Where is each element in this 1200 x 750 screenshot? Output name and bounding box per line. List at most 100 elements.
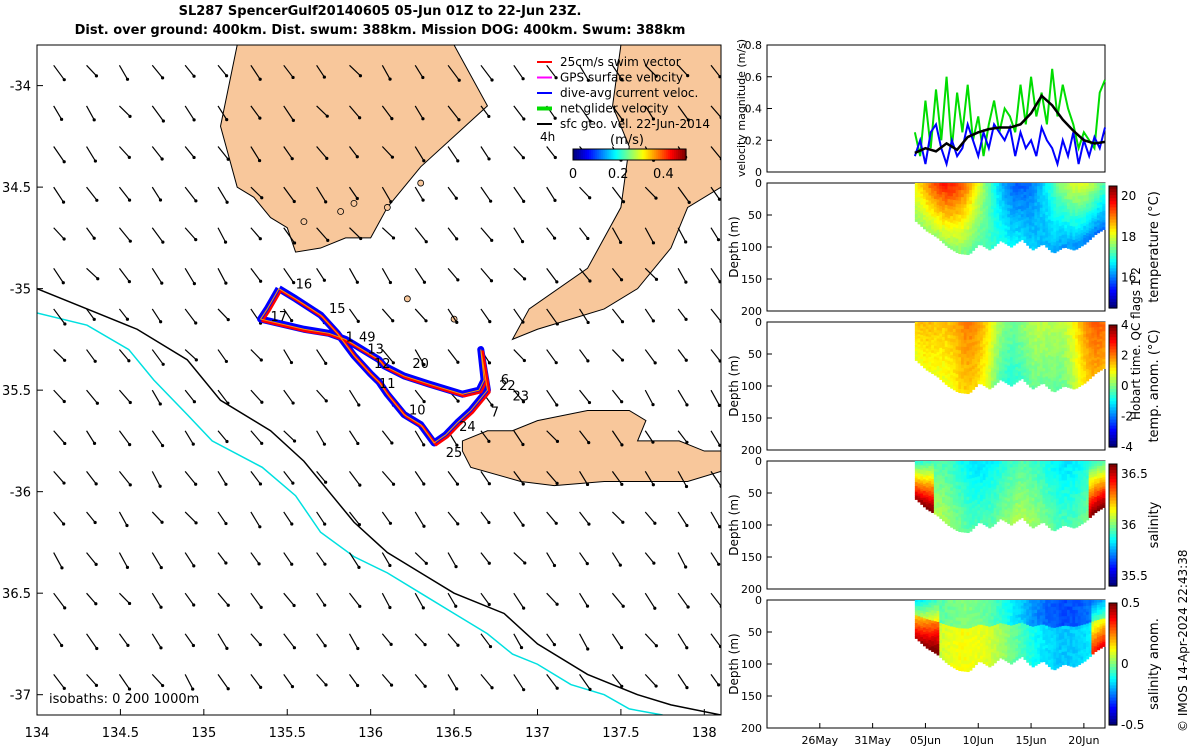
temp_anom-cell [1072, 368, 1076, 373]
temp_anom-cell [1096, 322, 1101, 325]
temp_anom-cell [1099, 334, 1103, 337]
temp_anom-colorbar-cell [1109, 401, 1117, 405]
temperature-cell [955, 224, 959, 229]
temperature-cell [977, 198, 981, 203]
temperature-cell [1034, 241, 1038, 246]
temp_anom-cell [977, 355, 981, 360]
temperature-cell [1047, 206, 1052, 211]
temperature-cell [914, 215, 919, 219]
day-label: 16 [296, 278, 313, 293]
salinity-cell [1034, 474, 1038, 478]
sfc-arrow [480, 308, 491, 322]
temperature-cell [1069, 225, 1073, 230]
temperature-colorbar-cell [1109, 286, 1117, 291]
temperature-cell [1096, 187, 1101, 191]
salinity-cell [1012, 492, 1016, 496]
temp_anom-cell [1018, 345, 1022, 349]
salinity-cell [933, 476, 938, 481]
temp_anom-cell [1099, 329, 1103, 333]
temp_anom-cell [931, 322, 935, 326]
temperature-cell [1009, 205, 1014, 210]
temperature-cell [988, 186, 992, 191]
temperature-cell [920, 204, 924, 208]
temperature-cell [1026, 229, 1030, 234]
salinity-cell [914, 491, 919, 495]
temperature-colorbar-cell [1109, 265, 1117, 269]
salinity-cell [947, 483, 951, 488]
salinity-cell [999, 463, 1003, 468]
temperature-cell [939, 185, 943, 190]
temperature-cell [985, 238, 989, 243]
temp_anom-cell [1075, 348, 1079, 353]
temp_anom-cell [1066, 331, 1071, 336]
sfc-arrow-head [125, 317, 130, 321]
temperature-cell [1050, 227, 1054, 232]
temp_anom-cell [1001, 330, 1006, 335]
temperature-cell [1045, 208, 1049, 213]
temperature-cell [1102, 185, 1106, 189]
temperature-cell [939, 231, 943, 236]
salinity-cell [971, 508, 976, 512]
sfc-arrow [283, 552, 293, 565]
temp_anom-cell [1094, 329, 1098, 333]
temp_anom-cell [920, 363, 924, 366]
temperature-cell [966, 250, 970, 256]
temp_anom-cell [1007, 322, 1011, 326]
temp_anom-cell [1031, 358, 1035, 363]
temp_anom-cell [917, 356, 921, 360]
salinity-cell [1077, 461, 1082, 465]
temperature-cell [914, 217, 919, 220]
sfc-arrow [283, 64, 294, 78]
temperature-colorbar-cell [1109, 198, 1117, 202]
temp_anom-cell [985, 335, 989, 339]
sfc-arrow-head [390, 117, 394, 121]
salinity-cell [1066, 500, 1071, 504]
temp_anom-cell [990, 374, 995, 378]
temperature-cell [993, 195, 997, 200]
temp_anom-cell [1023, 351, 1027, 356]
island-4 [383, 204, 391, 211]
temperature-cell [933, 212, 938, 216]
temp_anom-cell [1026, 343, 1030, 348]
sfc-arrow [86, 673, 97, 686]
temperature-cell [1083, 222, 1087, 227]
temp_anom-cell [1020, 344, 1025, 348]
salinity-cell [1039, 473, 1044, 477]
temp_anom-cell [950, 341, 954, 346]
temperature-cell [1083, 207, 1087, 212]
temp_anom-cell [1012, 337, 1016, 342]
salinity-cell [1034, 496, 1038, 501]
temperature-cell [952, 199, 957, 204]
sfc-arrow-head [620, 684, 624, 688]
temp_anom-cell [1075, 331, 1079, 336]
sfc-arrow [710, 105, 721, 119]
temp_anom-cell [1094, 322, 1098, 326]
sfc-arrow [151, 64, 164, 79]
temperature-cell [1015, 225, 1019, 229]
temp_anom-cell [1042, 322, 1046, 326]
temperature-cell [914, 192, 919, 196]
sfc-arrow-head [322, 278, 326, 282]
temp_anom-cell [1094, 327, 1098, 331]
temperature-cell [1037, 221, 1041, 225]
temp_anom-cell [928, 344, 932, 348]
temp_anom-cell [950, 348, 954, 353]
salinity-cell [1047, 510, 1052, 515]
temp_anom-cell [933, 329, 938, 334]
temperature-cell [931, 224, 935, 228]
temp_anom-cell [1088, 369, 1092, 374]
salinity-cell [1012, 519, 1016, 524]
temperature-cell [1091, 223, 1095, 227]
temp_anom-cell [1096, 326, 1101, 330]
temperature-colorbar-cell [1109, 295, 1117, 300]
salinity-cell [1037, 518, 1041, 522]
temperature-cell [1075, 186, 1079, 191]
sfc-arrow [579, 105, 591, 122]
temperature-cell [1083, 228, 1087, 233]
sfc-arrow [348, 389, 360, 406]
temp_anom-cell [1028, 364, 1033, 369]
temp_anom-cell [1037, 376, 1041, 380]
day-label: 24 [459, 420, 476, 435]
temperature-cell [923, 183, 927, 186]
temp_anom-cell [1091, 359, 1095, 363]
